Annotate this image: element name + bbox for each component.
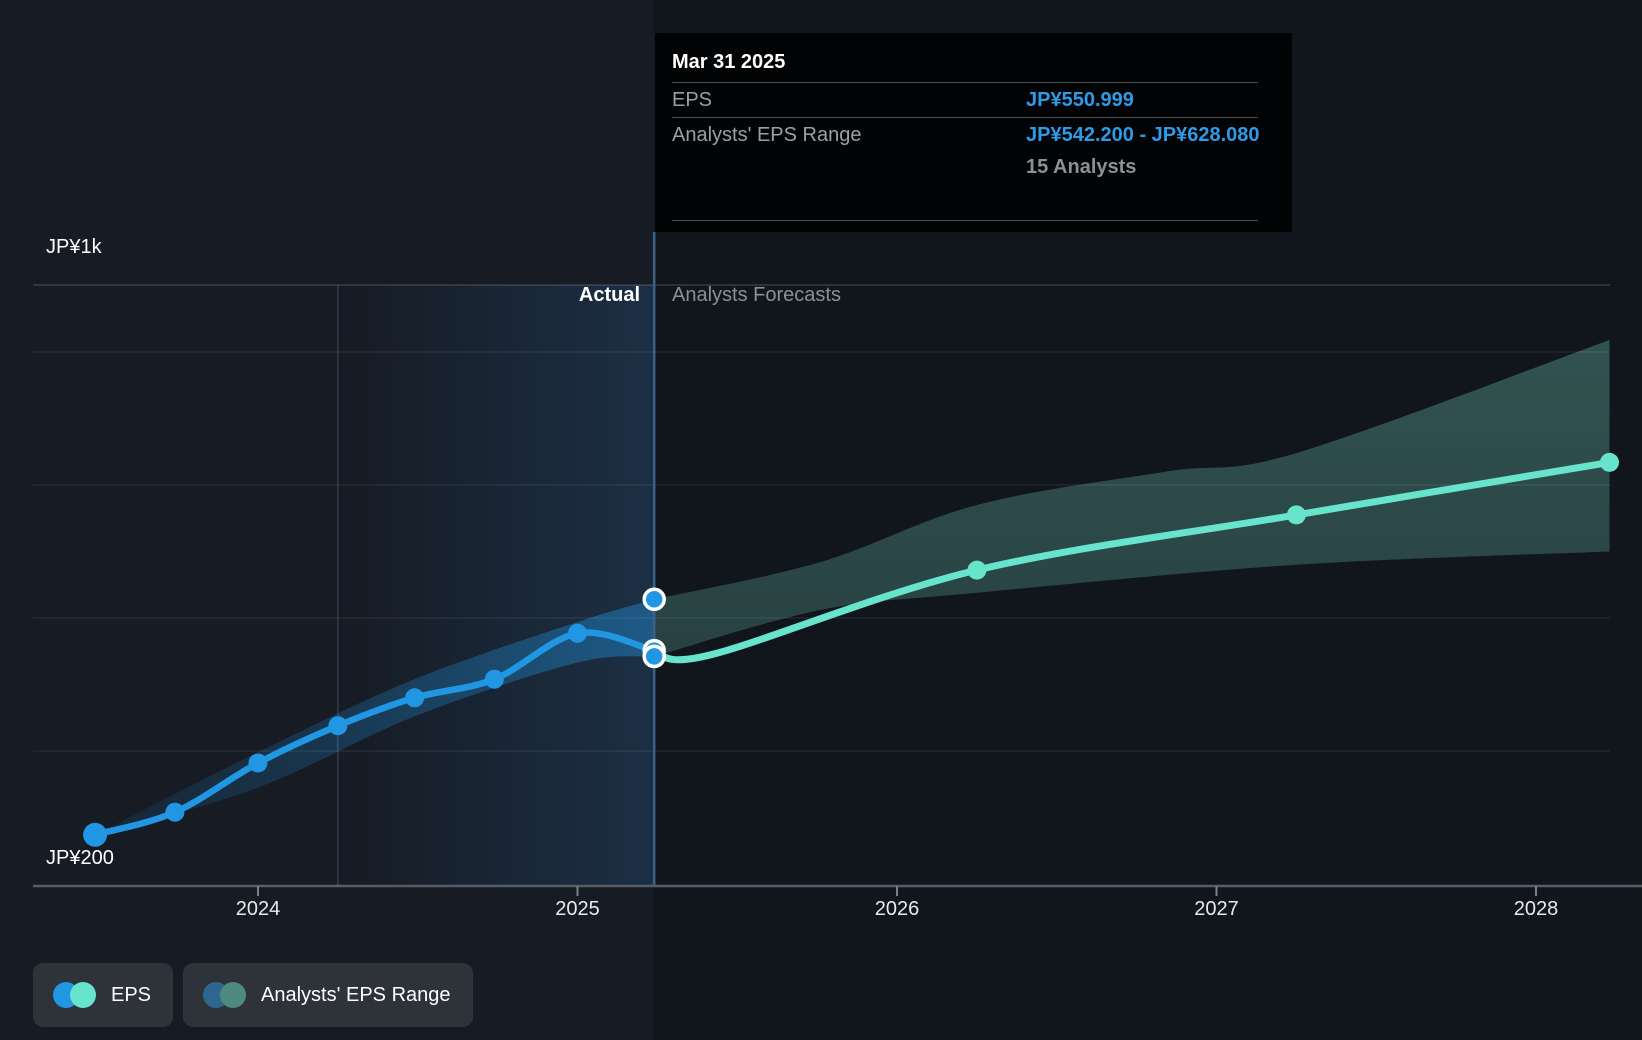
today-divider — [336, 232, 656, 886]
legend-eps-button[interactable]: EPS — [33, 963, 174, 1027]
gridlines — [33, 284, 1642, 896]
tooltip-analysts-count: 15 Analysts — [1026, 156, 1137, 178]
tooltip-range-value: JP¥542.200 - JP¥628.080 — [1026, 124, 1260, 146]
year-tick-label: 2026 — [874, 898, 920, 920]
eps-legend-dots-icon — [53, 982, 96, 1008]
actual-phase-label: Actual — [578, 284, 640, 306]
year-tick-label: 2024 — [235, 898, 281, 920]
tooltip-eps-value: JP¥550.999 — [1026, 89, 1134, 111]
y-axis-bottom-label: JP¥200 — [46, 847, 114, 869]
year-tick-label: 2028 — [1513, 898, 1559, 920]
eps-range-legend-dots-icon — [203, 982, 247, 1008]
chart-tooltip: Mar 31 2025 EPS JP¥550.999 Analysts' EPS… — [655, 33, 1292, 232]
tooltip-range-label: Analysts' EPS Range — [672, 124, 862, 146]
legend-eps-label: EPS — [111, 983, 152, 1006]
tooltip-divider — [672, 117, 1258, 118]
tooltip-eps-label: EPS — [672, 89, 713, 111]
y-axis-top-label: JP¥1k — [46, 236, 102, 258]
tooltip-divider — [672, 220, 1258, 221]
year-tick-label: 2027 — [1194, 898, 1239, 920]
year-tick-label: 2025 — [555, 898, 600, 920]
series-markers — [83, 452, 1619, 847]
legend-eps-range-button[interactable]: Analysts' EPS Range — [183, 963, 473, 1027]
legend-eps-range-label: Analysts' EPS Range — [261, 983, 451, 1006]
tooltip-date: Mar 31 2025 — [672, 51, 786, 73]
tooltip-divider — [672, 82, 1258, 83]
chart-legend: EPS Analysts' EPS Range — [33, 963, 473, 1027]
forecast-phase-label: Analysts Forecasts — [672, 284, 841, 306]
